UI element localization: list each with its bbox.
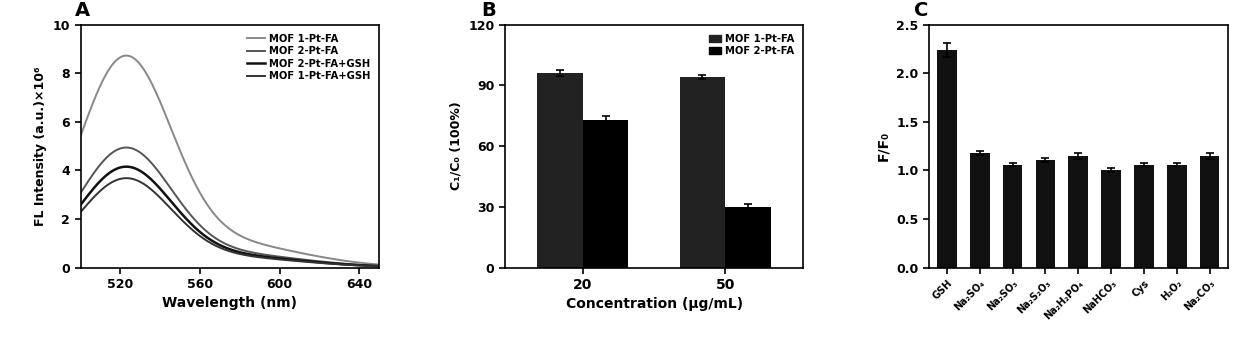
Line: MOF 1-Pt-FA+GSH: MOF 1-Pt-FA+GSH xyxy=(81,178,379,266)
MOF 2-Pt-FA+GSH xyxy=(273,256,288,260)
Y-axis label: FL Intensity (a.u.)×10⁶: FL Intensity (a.u.)×10⁶ xyxy=(35,66,47,226)
Bar xyxy=(680,77,725,268)
MOF 1-Pt-FA+GSH xyxy=(119,176,134,180)
Bar xyxy=(1101,170,1121,268)
Bar xyxy=(1135,164,1153,268)
MOF 2-Pt-FA+GSH xyxy=(73,203,88,207)
Bar xyxy=(725,207,771,268)
MOF 1-Pt-FA+GSH xyxy=(249,255,264,259)
MOF 2-Pt-FA xyxy=(73,191,88,195)
X-axis label: Concentration (μg/mL): Concentration (μg/mL) xyxy=(565,297,743,312)
MOF 1-Pt-FA+GSH xyxy=(299,260,314,264)
MOF 1-Pt-FA+GSH xyxy=(372,264,387,268)
Bar xyxy=(537,73,583,268)
MOF 2-Pt-FA xyxy=(126,147,141,151)
Bar xyxy=(1003,164,1023,268)
MOF 2-Pt-FA+GSH xyxy=(126,166,141,170)
Text: C: C xyxy=(914,1,929,20)
MOF 1-Pt-FA xyxy=(208,214,223,219)
MOF 2-Pt-FA+GSH xyxy=(150,184,165,188)
Text: A: A xyxy=(74,1,89,20)
Line: MOF 2-Pt-FA: MOF 2-Pt-FA xyxy=(81,147,379,266)
MOF 2-Pt-FA+GSH xyxy=(299,259,314,263)
MOF 2-Pt-FA xyxy=(372,264,387,268)
MOF 1-Pt-FA xyxy=(249,240,264,245)
MOF 2-Pt-FA xyxy=(299,258,314,262)
MOF 2-Pt-FA+GSH xyxy=(208,241,223,245)
MOF 1-Pt-FA+GSH xyxy=(126,177,141,181)
MOF 2-Pt-FA+GSH xyxy=(119,164,134,169)
Bar xyxy=(1167,164,1187,268)
Bar xyxy=(1199,156,1219,268)
MOF 1-Pt-FA xyxy=(126,56,141,61)
Bar xyxy=(970,153,990,268)
MOF 2-Pt-FA xyxy=(208,237,223,241)
MOF 2-Pt-FA xyxy=(249,251,264,256)
MOF 1-Pt-FA+GSH xyxy=(273,257,288,262)
Text: B: B xyxy=(481,1,496,20)
Bar xyxy=(1069,156,1087,268)
MOF 1-Pt-FA+GSH xyxy=(208,244,223,248)
MOF 1-Pt-FA+GSH xyxy=(73,210,88,214)
MOF 2-Pt-FA xyxy=(150,169,165,173)
X-axis label: Wavelength (nm): Wavelength (nm) xyxy=(162,296,298,310)
MOF 1-Pt-FA xyxy=(273,246,288,251)
Bar xyxy=(1035,160,1055,268)
Bar xyxy=(583,120,629,268)
Line: MOF 2-Pt-FA+GSH: MOF 2-Pt-FA+GSH xyxy=(81,166,379,266)
Legend: MOF 1-Pt-FA, MOF 2-Pt-FA, MOF 2-Pt-FA+GSH, MOF 1-Pt-FA+GSH: MOF 1-Pt-FA, MOF 2-Pt-FA, MOF 2-Pt-FA+GS… xyxy=(243,30,374,85)
MOF 1-Pt-FA xyxy=(372,263,387,267)
MOF 1-Pt-FA xyxy=(73,134,88,138)
MOF 2-Pt-FA+GSH xyxy=(372,264,387,268)
MOF 2-Pt-FA xyxy=(273,255,288,259)
MOF 1-Pt-FA xyxy=(119,54,134,58)
MOF 2-Pt-FA+GSH xyxy=(249,253,264,258)
Legend: MOF 1-Pt-FA, MOF 2-Pt-FA: MOF 1-Pt-FA, MOF 2-Pt-FA xyxy=(706,30,799,60)
Bar xyxy=(937,50,957,268)
Y-axis label: C₁/C₀ (100%): C₁/C₀ (100%) xyxy=(450,102,463,190)
Line: MOF 1-Pt-FA: MOF 1-Pt-FA xyxy=(81,56,379,265)
MOF 1-Pt-FA+GSH xyxy=(150,193,165,197)
MOF 1-Pt-FA xyxy=(299,252,314,256)
MOF 1-Pt-FA xyxy=(150,95,165,99)
MOF 2-Pt-FA xyxy=(119,145,134,150)
Y-axis label: F/F₀: F/F₀ xyxy=(877,131,890,161)
